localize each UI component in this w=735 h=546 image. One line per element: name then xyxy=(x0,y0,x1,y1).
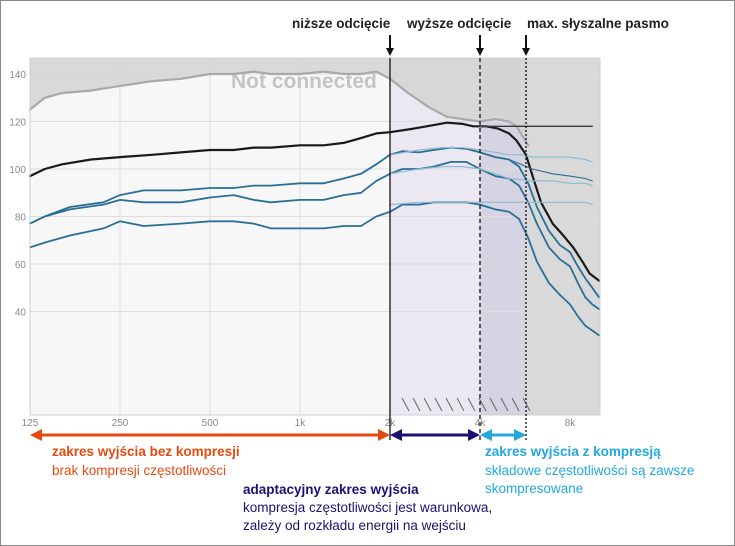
hatch-mark xyxy=(412,397,421,412)
zone-title-adaptive: adaptacyjny zakres wyjścia xyxy=(243,482,419,497)
series-line-blue_top xyxy=(29,146,600,299)
x-tick-label-125: 125 xyxy=(22,418,39,429)
series-line-blue_mid xyxy=(29,161,600,310)
series-line-target_a xyxy=(389,147,593,163)
hatch-mark xyxy=(500,397,509,412)
x-tick-label-500: 500 xyxy=(202,418,219,429)
series-line-black_max xyxy=(28,121,601,282)
series-line-target_c xyxy=(389,201,593,206)
zone-title-no-compression: zakres wyjścia bez kompresji xyxy=(52,444,240,459)
y-tick-label-140: 140 xyxy=(9,70,26,81)
x-tick-label-250: 250 xyxy=(112,418,129,429)
hatch-mark xyxy=(522,397,531,412)
not-connected-watermark: Not connected xyxy=(231,70,377,93)
zone-desc-adaptive-2: zależy od rozkładu energii na wejściu xyxy=(243,518,466,533)
y-tick-label-40: 40 xyxy=(15,308,27,319)
series-line-target_b xyxy=(389,166,593,187)
y-tick-label-120: 120 xyxy=(9,118,26,129)
marker-label-upper-cutoff: wyższe odcięcie xyxy=(407,16,512,31)
zone-desc-with-compression-2: skompresowane xyxy=(485,481,584,496)
hatch-mark xyxy=(434,397,443,412)
zone-title-with-compression: zakres wyjścia z kompresją xyxy=(485,444,661,459)
y-tick-label-60: 60 xyxy=(15,260,27,271)
x-tick-label-8k: 8k xyxy=(565,418,577,429)
series-line-blue_low xyxy=(29,201,600,337)
hatch-mark xyxy=(489,397,498,412)
zone-desc-adaptive-1: kompresja częstotliwości jest warunkowa, xyxy=(243,500,493,515)
hatch-mark xyxy=(401,397,410,412)
series-line-gray_upper xyxy=(28,70,530,147)
hatch-mark xyxy=(456,397,465,412)
y-tick-label-100: 100 xyxy=(9,165,26,176)
hatch-mark xyxy=(467,397,476,412)
x-tick-label-1k: 1k xyxy=(295,418,307,429)
marker-label-max-band: max. słyszalne pasmo xyxy=(527,16,669,31)
marker-label-lower-cutoff: niższe odcięcie xyxy=(292,16,391,31)
zone-desc-no-compression: brak kompresji częstotliwości xyxy=(52,463,227,478)
zone-desc-with-compression-1: składowe częstotliwości są zawsze xyxy=(485,463,695,478)
plot-border xyxy=(29,57,601,416)
hatch-mark xyxy=(478,397,487,412)
y-tick-label-80: 80 xyxy=(15,213,27,224)
hatch-mark xyxy=(445,397,454,412)
series-line-blue_top_ext xyxy=(508,158,593,182)
hatch-mark xyxy=(511,397,520,412)
hatch-mark xyxy=(423,397,432,412)
